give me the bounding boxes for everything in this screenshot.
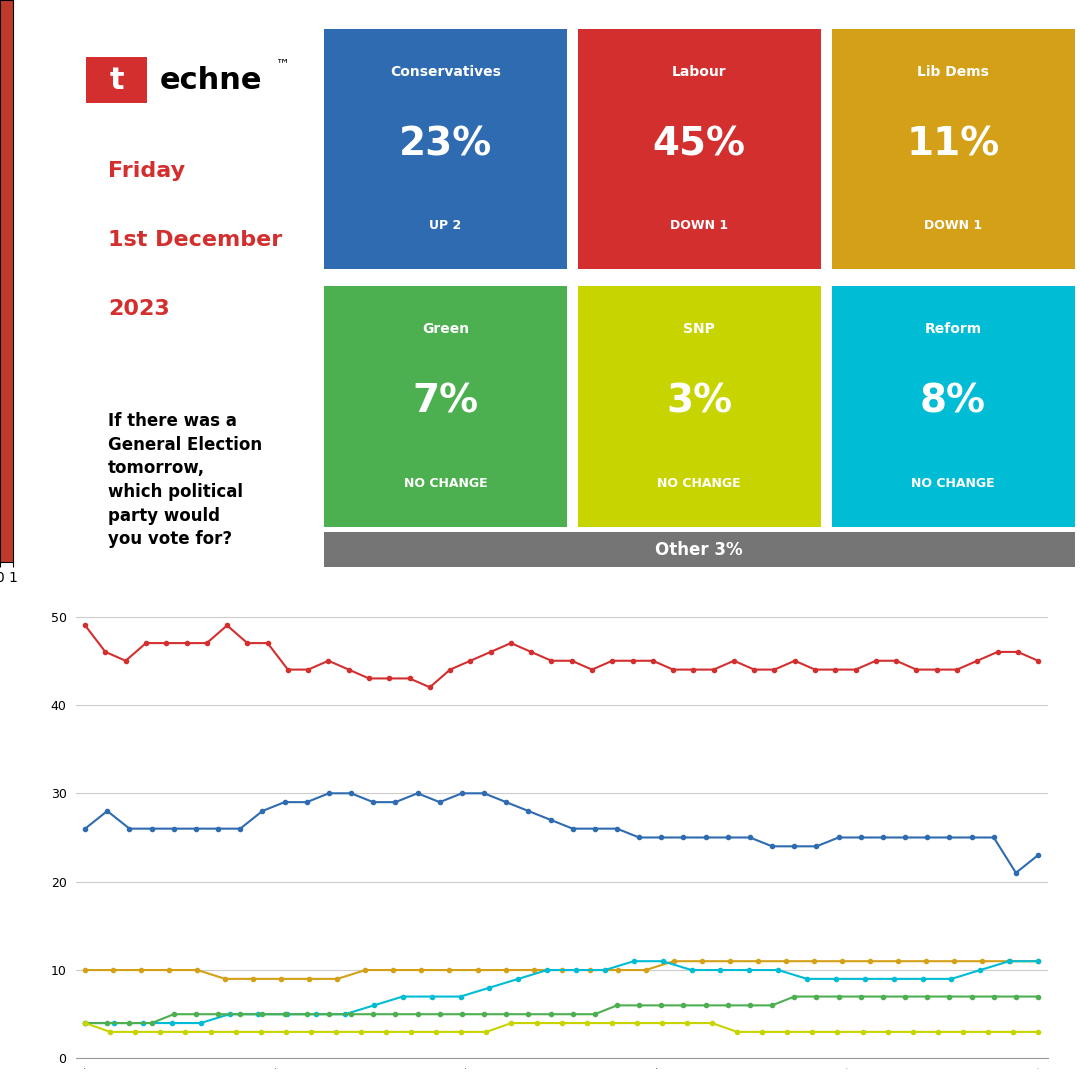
Text: 3%: 3%: [666, 382, 732, 420]
Text: 11%: 11%: [906, 125, 1000, 163]
Text: NO CHANGE: NO CHANGE: [658, 477, 741, 490]
Text: echne: echne: [160, 66, 262, 95]
Text: UP 2: UP 2: [430, 219, 461, 232]
Text: 8%: 8%: [920, 382, 986, 420]
Text: Labour: Labour: [672, 65, 727, 79]
Text: DOWN 1: DOWN 1: [924, 219, 982, 232]
Text: Reform: Reform: [924, 323, 982, 337]
Text: t: t: [109, 66, 124, 95]
Text: Lib Dems: Lib Dems: [917, 65, 989, 79]
FancyBboxPatch shape: [832, 286, 1075, 527]
Text: 23%: 23%: [399, 125, 492, 163]
FancyBboxPatch shape: [832, 28, 1075, 269]
Text: 2023: 2023: [108, 299, 170, 319]
Text: Green: Green: [422, 323, 469, 337]
FancyBboxPatch shape: [324, 532, 1075, 567]
FancyBboxPatch shape: [578, 28, 821, 269]
Text: DOWN 1: DOWN 1: [671, 219, 728, 232]
Text: NO CHANGE: NO CHANGE: [404, 477, 487, 490]
Text: NO CHANGE: NO CHANGE: [912, 477, 995, 490]
Text: 1st December: 1st December: [108, 230, 282, 251]
FancyBboxPatch shape: [324, 28, 567, 269]
Text: Friday: Friday: [108, 161, 185, 181]
Text: 7%: 7%: [413, 382, 478, 420]
Text: Other 3%: Other 3%: [656, 540, 743, 558]
Text: ™: ™: [276, 57, 291, 71]
FancyBboxPatch shape: [324, 286, 567, 527]
FancyBboxPatch shape: [578, 286, 821, 527]
Text: If there was a
General Election
tomorrow,
which political
party would
you vote f: If there was a General Election tomorrow…: [108, 413, 262, 549]
Text: Conservatives: Conservatives: [390, 65, 501, 79]
Text: SNP: SNP: [684, 323, 715, 337]
FancyBboxPatch shape: [86, 57, 147, 103]
Text: 45%: 45%: [652, 125, 746, 163]
